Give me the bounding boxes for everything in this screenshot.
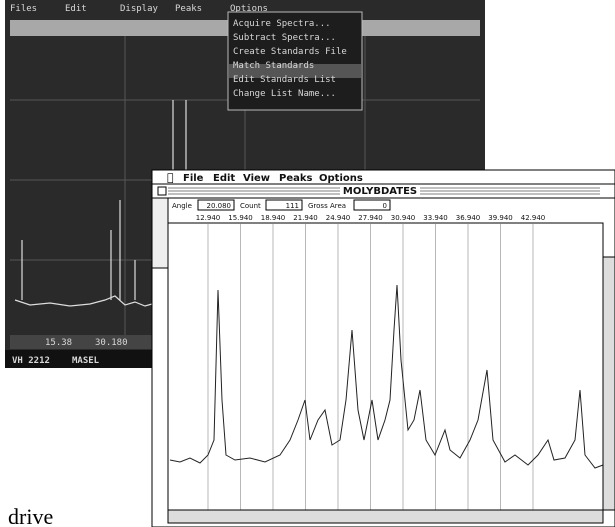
x-axis-label: 36.940 xyxy=(456,214,481,222)
field-value: 20.080 xyxy=(207,202,232,210)
tool-palette[interactable] xyxy=(152,198,168,268)
back-axis xyxy=(10,335,152,349)
menu-item[interactable]: Files xyxy=(10,4,37,14)
menu-item[interactable]: Edit xyxy=(65,4,87,14)
menu-item[interactable]: Peaks xyxy=(175,4,202,14)
field-value: 0 xyxy=(383,202,387,210)
x-axis-label: 12.940 xyxy=(196,214,221,222)
status-text: VH 2212 xyxy=(12,356,50,366)
dropdown-item[interactable]: Match Standards xyxy=(233,61,314,71)
caption: drive xyxy=(8,504,53,527)
menu-item[interactable]: Options xyxy=(319,173,363,184)
dropdown-item[interactable]: Acquire Spectra... xyxy=(233,19,331,29)
axis-label: 30.180 xyxy=(95,338,128,348)
x-axis-label: 15.940 xyxy=(228,214,253,222)
field-label: Angle xyxy=(172,202,192,210)
x-axis-label: 42.940 xyxy=(521,214,546,222)
x-axis-label: 18.940 xyxy=(261,214,286,222)
dropdown-item[interactable]: Change List Name... xyxy=(233,89,336,99)
apple-icon:  xyxy=(167,171,174,184)
v-scrollbar[interactable] xyxy=(603,257,615,510)
field-value: 111 xyxy=(286,202,299,210)
h-scrollbar[interactable] xyxy=(168,510,603,523)
menu-item[interactable]: Peaks xyxy=(279,173,313,184)
x-axis-label: 30.940 xyxy=(391,214,416,222)
menu-item[interactable]: Edit xyxy=(213,173,235,184)
dropdown-item[interactable]: Subtract Spectra... xyxy=(233,33,336,43)
field-label: Gross Area xyxy=(308,202,346,210)
window-title: MOLYBDATES xyxy=(343,186,417,197)
dropdown-item[interactable]: Edit Standards List xyxy=(233,75,336,85)
menu-item[interactable]: Display xyxy=(120,4,159,14)
axis-label: 15.38 xyxy=(45,338,72,348)
x-axis-label: 21.940 xyxy=(293,214,318,222)
x-axis-label: 27.940 xyxy=(358,214,383,222)
x-axis-label: 33.940 xyxy=(423,214,448,222)
close-box[interactable] xyxy=(158,187,166,195)
status-text: MASEL xyxy=(72,356,100,366)
x-axis-label: 24.940 xyxy=(326,214,351,222)
menu-item[interactable]: View xyxy=(243,173,270,184)
screen: Files Edit Display Peaks Options 15.38 30.180 V… xyxy=(0,0,615,527)
dropdown-item[interactable]: Create Standards File xyxy=(233,47,347,57)
menu-item[interactable]: File xyxy=(183,173,204,184)
x-axis-label: 39.940 xyxy=(488,214,513,222)
field-label: Count xyxy=(240,202,261,210)
plot-area xyxy=(168,223,603,510)
